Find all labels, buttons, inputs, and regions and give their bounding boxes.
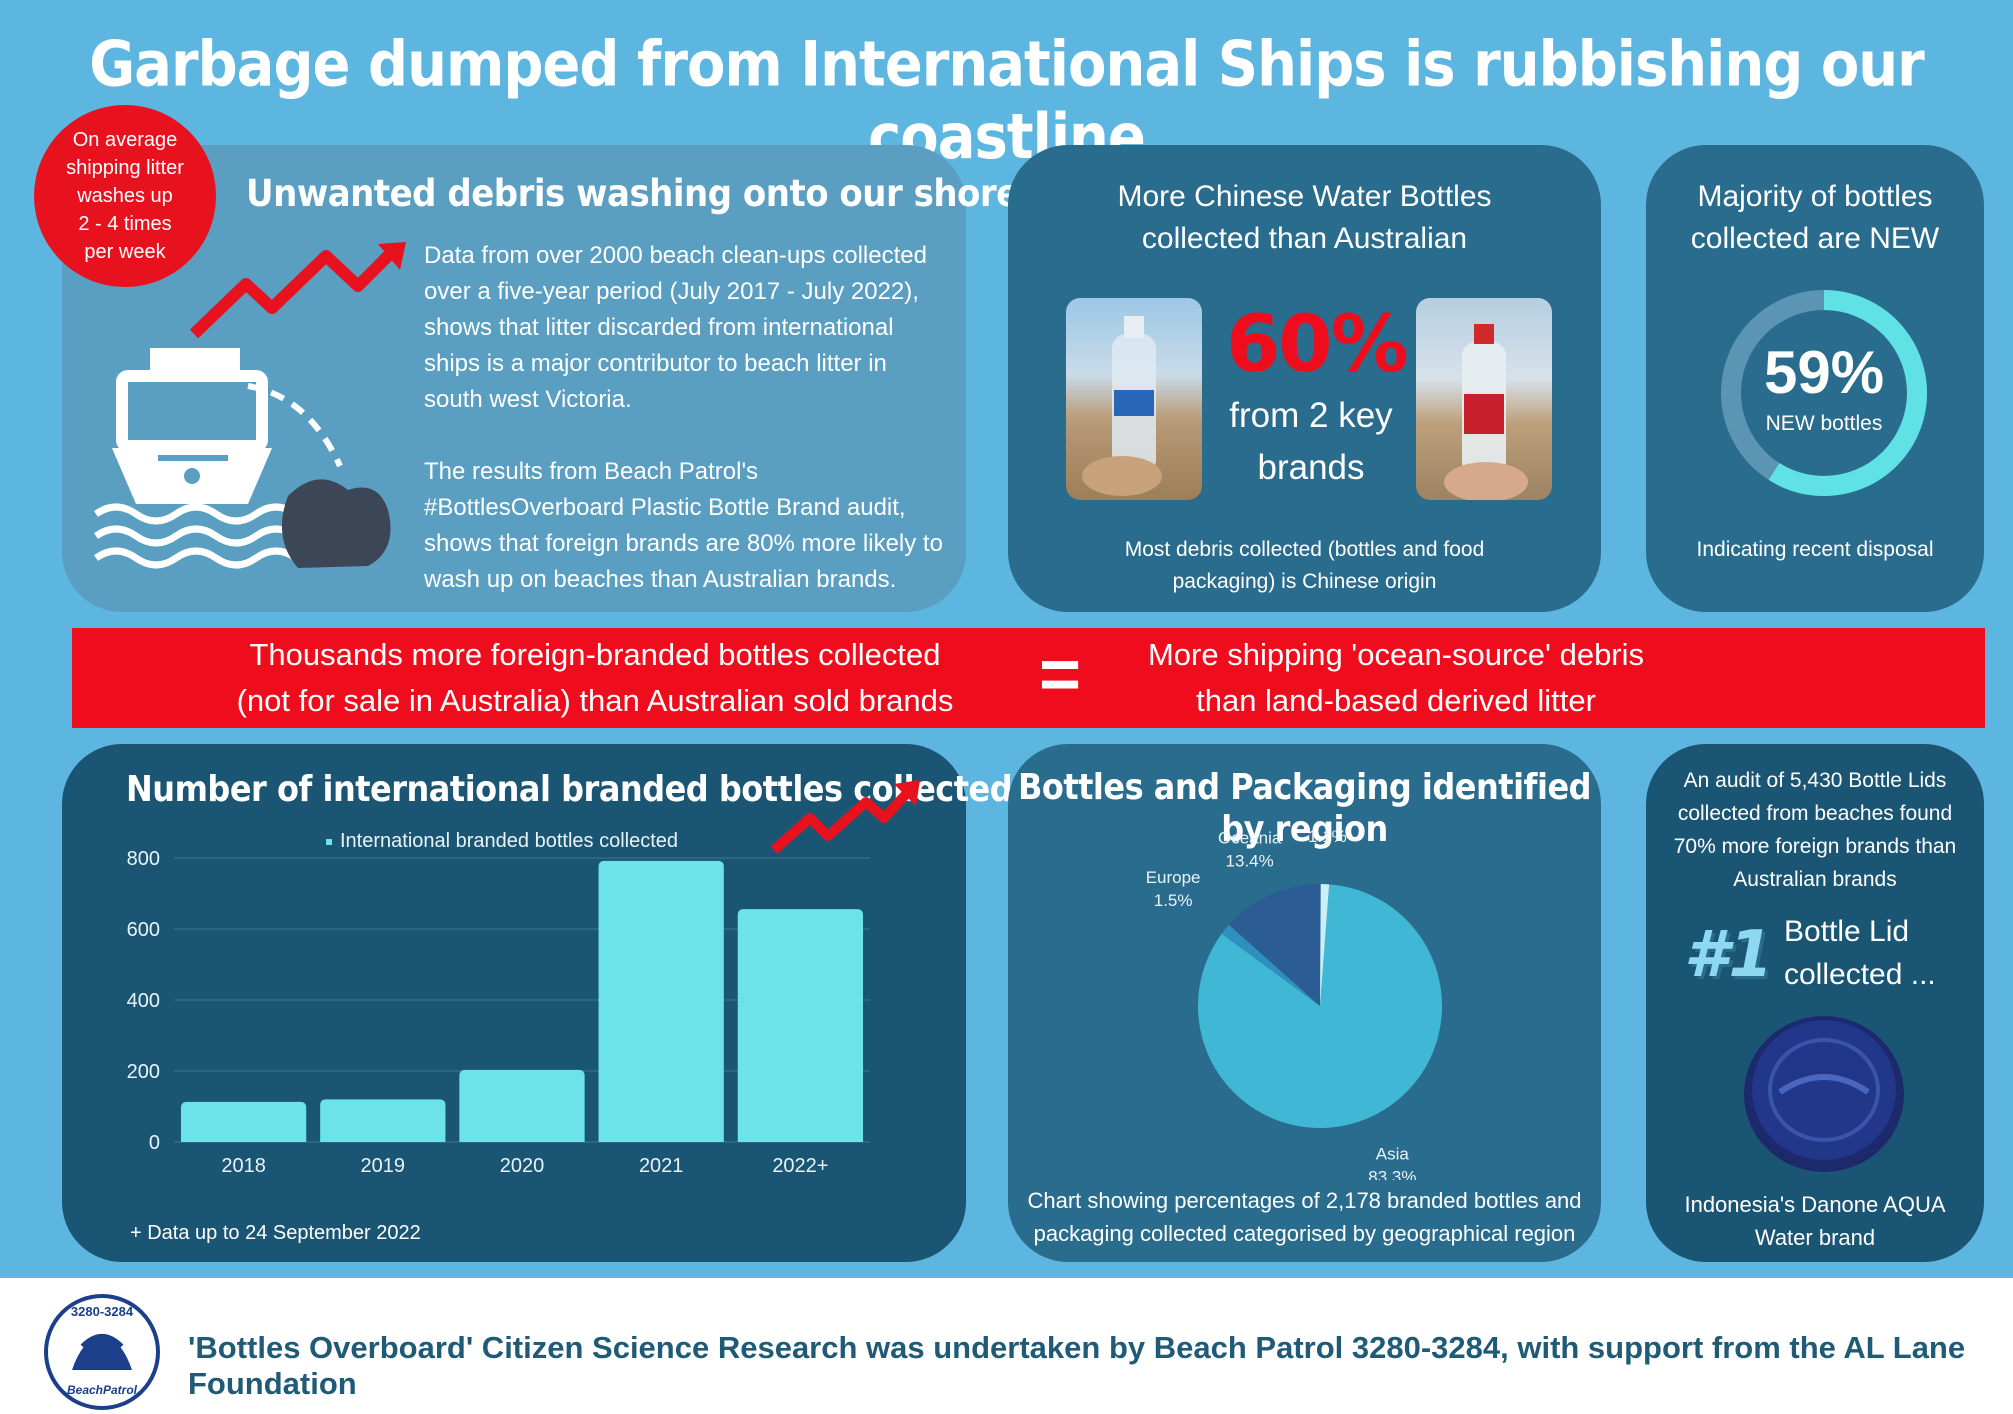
pie-chart-title: Bottles and Packaging identified by regi… (1017, 766, 1592, 850)
new-bottles-label: NEW bottles (1765, 412, 1883, 435)
band-left-text: Thousands more foreign-branded bottles c… (220, 632, 970, 724)
conclusion-band (72, 628, 1985, 728)
pie-label: Asia (1376, 1144, 1410, 1163)
band-line: (not for sale in Australia) than Austral… (236, 683, 954, 718)
legend-swatch (326, 838, 332, 845)
sub-line: brands (1257, 448, 1365, 487)
chinese-share-sub: from 2 key brands (1196, 390, 1426, 494)
logo-top-text: 3280-3284 (71, 1304, 134, 1319)
chinese-bottles-heading: More Chinese Water Bottles collected tha… (1008, 176, 1601, 260)
x-tick-label: 2020 (500, 1155, 545, 1177)
badge-line: 2 - 4 times (78, 213, 172, 235)
pie-chart: Asia 83.3% Europe 1.5% Oceania 13.4% Americas 1… (1146, 820, 1442, 1180)
bar-chart-footnote: + Data up to 24 September 2022 (130, 1222, 421, 1244)
debris-heading: Unwanted debris washing onto our shores (246, 172, 1039, 216)
bar (320, 1099, 446, 1142)
pie-slice (1198, 884, 1442, 1128)
caption-line: Most debris collected (bottles and food (1124, 538, 1485, 561)
x-tick-label: 2021 (639, 1155, 684, 1177)
y-tick-label: 200 (127, 1061, 160, 1083)
new-bottles-heading: Majority of bottles collected are NEW (1646, 176, 1984, 260)
rank-label: #1 (1684, 918, 1774, 992)
pie-label: Americas (1292, 820, 1363, 823)
pie-slice (1221, 924, 1320, 1006)
band-right-text: More shipping 'ocean-source' debris than… (1126, 632, 1666, 724)
x-tick-label: 2018 (221, 1155, 266, 1177)
bottle-lid-caption: Indonesia's Danone AQUA Water brand (1646, 1188, 1984, 1254)
y-tick-label: 800 (127, 850, 160, 870)
sub-line: from 2 key (1229, 396, 1393, 435)
new-bottles-panel (1646, 145, 1984, 612)
bottle-image (1444, 324, 1528, 500)
badge-line: per week (84, 241, 166, 263)
bottle-photo-right (1416, 298, 1552, 500)
legend-label: International branded bottles collected (340, 830, 679, 852)
new-bottles-percent: 59% (1763, 339, 1885, 406)
footer (0, 1278, 2013, 1414)
pie-percent-label: 1.1% (1308, 827, 1347, 846)
trend-arrow-icon (770, 780, 920, 854)
bottle-cap-image (1744, 1016, 1904, 1172)
band-line: than land-based derived litter (1196, 683, 1596, 718)
badge-line: On average (72, 129, 178, 151)
bar (180, 1101, 307, 1142)
bottle-lid-intro: An audit of 5,430 Bottle Lids collected … (1646, 764, 1984, 896)
badge-line: washes up (77, 185, 173, 207)
intro-line: Australian brands (1733, 868, 1897, 891)
y-tick-label: 0 (149, 1132, 160, 1154)
bar (737, 909, 864, 1142)
bottle-image (1082, 316, 1162, 496)
caption-line: Indonesia's Danone AQUA (1684, 1192, 1946, 1217)
heading-line: More Chinese Water Bottles (1117, 180, 1492, 213)
beach-patrol-logo: 3280-3284 BeachPatrol (44, 1294, 160, 1410)
footer-credit: 'Bottles Overboard' Citizen Science Rese… (188, 1330, 1966, 1401)
label-line: collected ... (1784, 958, 1936, 991)
bottle-lid-panel (1646, 744, 1984, 1262)
equals-sign: = (1038, 635, 1082, 715)
heading-line: collected than Australian (1141, 222, 1468, 255)
pie-percent-label: 13.4% (1226, 852, 1274, 871)
band-line: Thousands more foreign-branded bottles c… (249, 637, 941, 672)
bar (598, 860, 724, 1142)
heading-line: Majority of bottles (1697, 180, 1933, 213)
x-tick-label: 2019 (361, 1155, 406, 1177)
bottle-photo-left (1066, 298, 1202, 500)
logo-bottom-text: BeachPatrol (67, 1383, 138, 1397)
pie-percent-label: 83.3% (1368, 1167, 1416, 1180)
pie-slice (1228, 884, 1321, 1006)
band-line: More shipping 'ocean-source' debris (1147, 637, 1645, 672)
label-line: Bottle Lid (1784, 915, 1910, 948)
y-tick-label: 400 (127, 990, 160, 1012)
caption-line: Chart showing percentages of 2,178 brand… (1027, 1188, 1582, 1213)
debris-paragraph-2: The results from Beach Patrol's #Bottles… (424, 458, 943, 593)
x-tick-label: 2022+ (772, 1155, 828, 1177)
ship-icon (93, 242, 406, 569)
intro-line: 70% more foreign brands than (1673, 835, 1957, 858)
y-tick-label: 600 (127, 919, 160, 941)
pie-label: Europe (1146, 868, 1201, 887)
intro-line: collected from beaches found (1677, 802, 1953, 825)
pie-slice (1320, 884, 1330, 1006)
weekly-litter-badge: On average shipping litter washes up 2 -… (34, 105, 216, 287)
intro-line: An audit of 5,430 Bottle Lids (1683, 769, 1947, 792)
badge-line: shipping litter (66, 157, 184, 179)
pie-label: Oceania (1218, 829, 1282, 848)
page-title: Garbage dumped from International Ships … (89, 28, 1925, 174)
new-bottles-ring (1721, 290, 1927, 496)
caption-line: packaging) is Chinese origin (1172, 570, 1437, 593)
caption-line: Water brand (1754, 1225, 1876, 1250)
debris-paragraph-1: Data from over 2000 beach clean-ups coll… (424, 242, 927, 413)
heading-line: collected are NEW (1690, 222, 1940, 255)
caption-line: packaging collected categorised by geogr… (1033, 1221, 1576, 1246)
chinese-share-percent: 60% (1226, 300, 1409, 390)
bar (459, 1069, 585, 1142)
bar-chart: 0 200 400 600 800 2018 2019 2020 2021 2022+ (127, 850, 870, 1177)
pie-chart-caption: Chart showing percentages of 2,178 brand… (1008, 1184, 1601, 1250)
bar-chart-legend: International branded bottles collected (326, 830, 678, 853)
chinese-bottles-caption: Most debris collected (bottles and food … (1008, 534, 1601, 598)
new-bottles-caption: Indicating recent disposal (1696, 538, 1934, 561)
bottle-lid-label: Bottle Lid collected ... (1784, 910, 1936, 996)
pie-percent-label: 1.5% (1154, 891, 1193, 910)
